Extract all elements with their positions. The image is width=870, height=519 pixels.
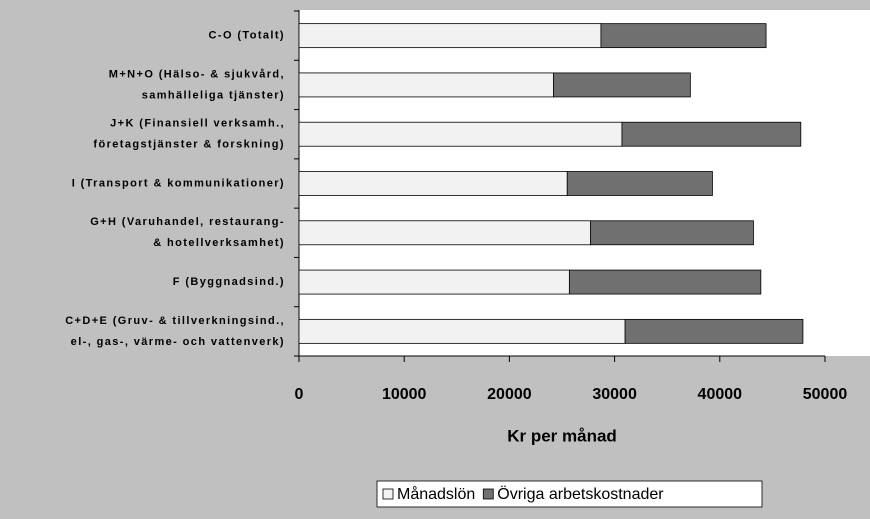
y-tick-label: I (Transport & kommunikationer) <box>72 177 285 189</box>
bar <box>590 220 754 246</box>
y-tick-label: M+N+O (Hälso- & sjukvård, <box>109 68 285 80</box>
legend-label: Övriga arbetskostnader <box>497 485 664 503</box>
bar <box>553 72 691 98</box>
bar <box>298 220 591 246</box>
bar <box>298 121 623 147</box>
x-axis-title: Kr per månad <box>507 426 617 445</box>
x-tick-label: 40000 <box>698 386 743 403</box>
legend-swatch <box>482 488 494 500</box>
bar <box>621 121 802 147</box>
bar <box>298 72 554 98</box>
bar <box>568 269 762 295</box>
bar <box>298 23 602 49</box>
bar <box>566 171 713 196</box>
bar <box>298 318 626 344</box>
y-tick-label: & hotellverksamhet) <box>153 237 285 249</box>
y-tick-label: C+D+E (Gruv- & tillverkningsind., <box>65 315 285 327</box>
x-tick-label: 30000 <box>592 386 637 403</box>
x-tick-label: 50000 <box>803 386 848 403</box>
y-tick-label: G+H (Varuhandel, restaurang- <box>90 216 285 228</box>
y-tick-label: företagstjänster & forskning) <box>93 139 285 151</box>
y-tick-label: el-, gas-, värme- och vattenverk) <box>71 336 285 348</box>
x-tick-label: 20000 <box>487 386 532 403</box>
y-tick-label: J+K (Finansiell verksamh., <box>110 118 285 130</box>
bar <box>298 171 568 196</box>
x-tick-label: 0 <box>295 386 304 403</box>
x-tick-label: 10000 <box>382 386 427 403</box>
bar <box>624 318 804 344</box>
legend-swatch <box>382 488 394 500</box>
y-tick-label: F (Byggnadsind.) <box>173 276 285 288</box>
legend <box>376 480 763 508</box>
y-tick-label: C-O (Totalt) <box>209 30 285 42</box>
bar <box>298 269 570 295</box>
y-tick-label: samhälleliga tjänster) <box>142 89 285 101</box>
legend-label: Månadslön <box>397 485 475 503</box>
bar <box>600 23 767 49</box>
